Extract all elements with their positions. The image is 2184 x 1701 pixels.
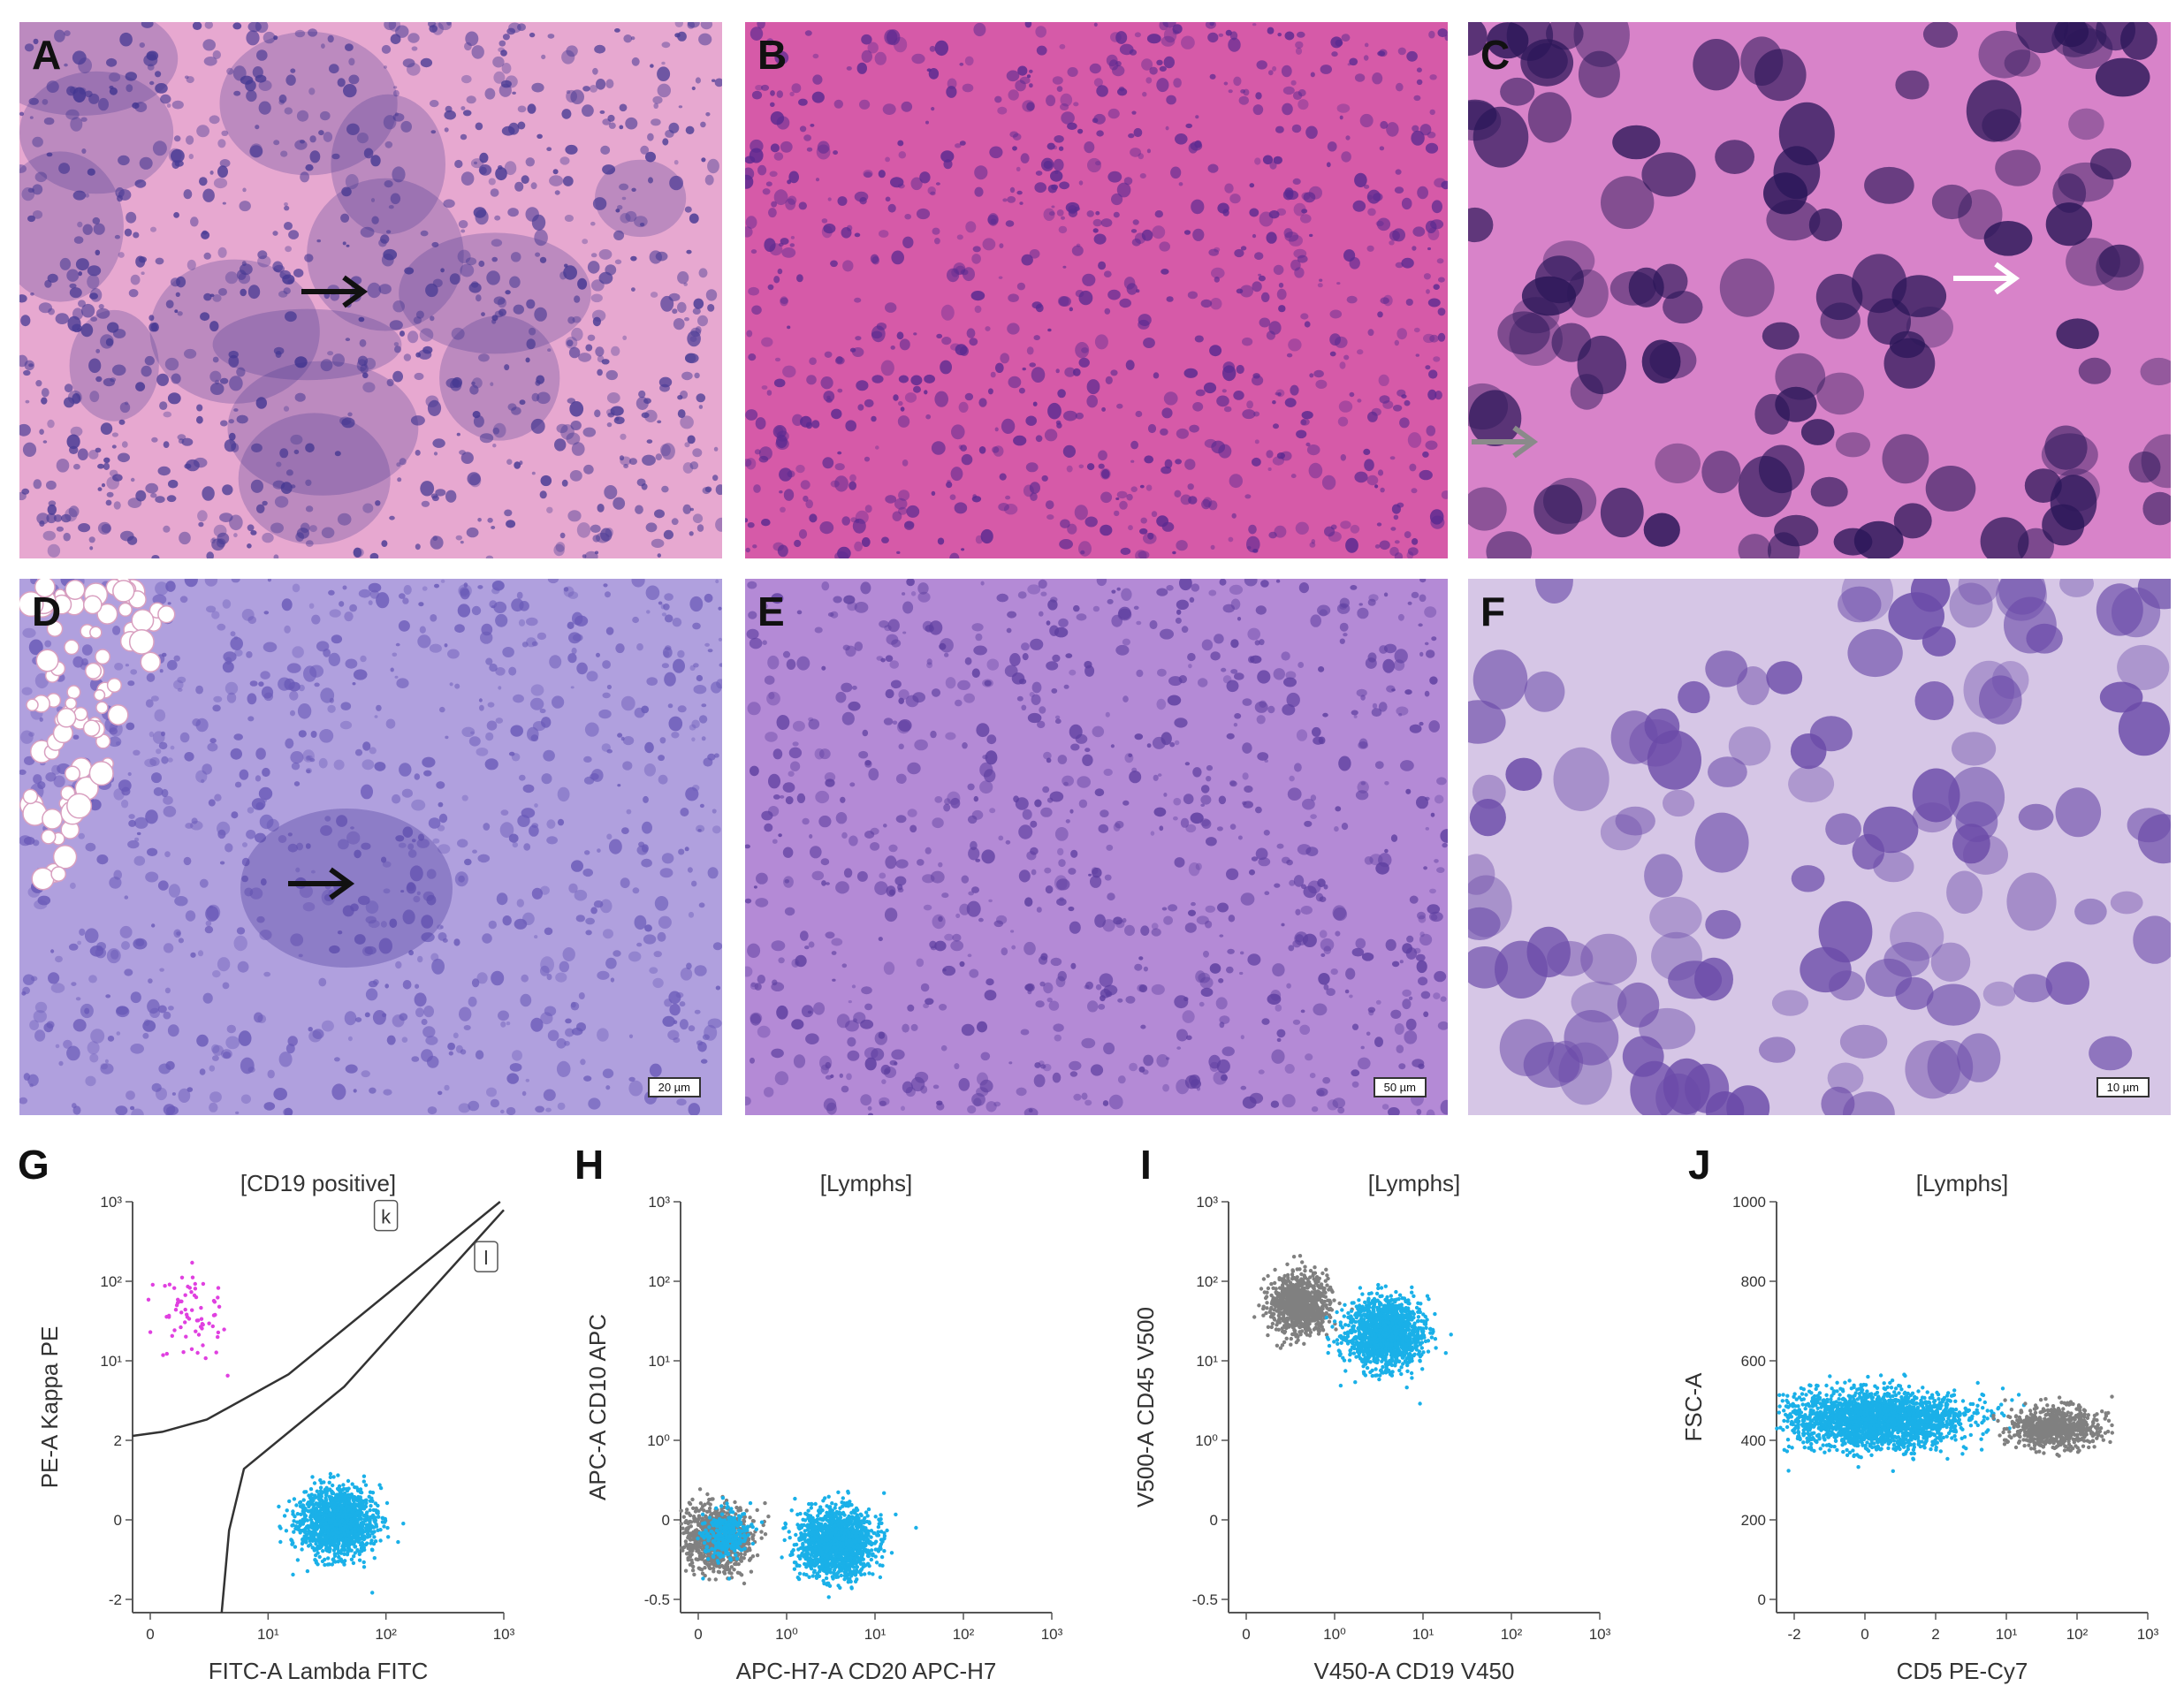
panel-label-d: D (32, 589, 62, 634)
y-tick-label: 400 (1741, 1432, 1766, 1449)
y-tick-label: 600 (1741, 1353, 1766, 1370)
flow-panel-h: H [Lymphs] 0 10⁰ 10¹ 10² 10³ -0.5 0 10⁰ 10¹ 10² 10³… (548, 1135, 1078, 1701)
micrograph-b (745, 22, 1448, 558)
x-tick-label: 2 (1931, 1626, 1939, 1643)
micrograph-f (1468, 579, 2171, 1115)
gate-label-box (373, 1199, 399, 1232)
y-tick-label: 1000 (1732, 1194, 1766, 1211)
scale-bar-e: 50 µm (1373, 1077, 1427, 1097)
micrograph-d (19, 579, 722, 1115)
micrograph-c (1468, 22, 2171, 558)
x-tick-label: 10³ (1041, 1626, 1063, 1643)
y-tick-label: 10¹ (100, 1353, 122, 1370)
y-tick-label: 10³ (100, 1194, 122, 1211)
y-tick-label: 0 (114, 1512, 122, 1529)
x-tick-label: 10² (953, 1626, 975, 1643)
arrow-black-icon (298, 274, 369, 309)
flow-panel-j: J [Lymphs] -2 0 2 10¹ 10² 10³ 0 200 400 600 800 1000… (1644, 1135, 2174, 1701)
panel-label-h: H (575, 1142, 605, 1188)
histology-panel-b: B (745, 22, 1448, 558)
micrograph-a (19, 22, 722, 558)
y-tick-label: 0 (1758, 1591, 1766, 1608)
x-tick-label: 10³ (1589, 1626, 1611, 1643)
scale-bar-f: 10 µm (2096, 1077, 2150, 1097)
y-axis-label: PE-A Kappa PE (36, 1326, 63, 1489)
flow-plot-i: [Lymphs] 0 10⁰ 10¹ 10² 10³ -0.5 0 10⁰ 10¹ 10² 10³ V4… (1132, 1170, 1611, 1684)
x-tick-label: 10¹ (1996, 1626, 2018, 1643)
x-tick-label: 10⁰ (775, 1626, 798, 1643)
gate-label: l (484, 1247, 489, 1269)
y-tick-label: 10⁰ (1195, 1432, 1218, 1449)
y-tick-label: 0 (1210, 1512, 1218, 1529)
panel-label-f: F (1480, 589, 1506, 634)
x-tick-label: -2 (1787, 1626, 1800, 1643)
x-tick-label: 10² (1501, 1626, 1523, 1643)
flow-panel-i: I [Lymphs] 0 10⁰ 10¹ 10² 10³ -0.5 0 10⁰ 10¹ 10² 10³… (1096, 1135, 1626, 1701)
gate-label: k (381, 1206, 392, 1228)
gate-label-box (474, 1241, 498, 1272)
y-axis-label: FSC-A (1680, 1372, 1707, 1442)
panel-label-g: G (18, 1142, 49, 1188)
arrow-gray-icon (1468, 424, 1539, 459)
y-tick-label: 800 (1741, 1273, 1766, 1290)
histology-panel-e: E 50 µm (745, 579, 1448, 1115)
panel-label-a: A (32, 32, 62, 78)
flow-plot-h: [Lymphs] 0 10⁰ 10¹ 10² 10³ -0.5 0 10⁰ 10¹ 10² 10³ AP… (584, 1170, 1063, 1684)
y-tick-label: 10¹ (1196, 1353, 1218, 1370)
flow-panel-g: G [CD19 positive] 0 10¹ 10² 10³ -2 0 2 10¹ 10² 10³… (0, 1135, 530, 1701)
scale-bar-d: 20 µm (647, 1077, 701, 1097)
x-tick-label: 10³ (2137, 1626, 2159, 1643)
x-tick-label: 10² (2066, 1626, 2089, 1643)
flow-plot-g: [CD19 positive] 0 10¹ 10² 10³ -2 0 2 10¹ 10² 10³ FI… (36, 1170, 515, 1684)
x-tick-label: 0 (1242, 1626, 1250, 1643)
y-tick-label: 10² (100, 1273, 122, 1290)
x-tick-label: 0 (694, 1626, 702, 1643)
y-tick-label: 10² (648, 1273, 670, 1290)
y-tick-label: 200 (1741, 1512, 1766, 1529)
plot-title: [Lymphs] (1916, 1170, 2009, 1196)
x-tick-label: 10¹ (864, 1626, 887, 1643)
x-tick-label: 0 (1861, 1626, 1868, 1643)
flow-plot-j: [Lymphs] -2 0 2 10¹ 10² 10³ 0 200 400 600 800 1000 CD… (1680, 1170, 2159, 1684)
panel-label-i: I (1140, 1142, 1152, 1188)
y-tick-label: 10³ (1196, 1194, 1218, 1211)
x-tick-label: 10¹ (257, 1626, 279, 1643)
arrow-black-icon (285, 866, 355, 901)
panel-label-c: C (1480, 32, 1511, 78)
panel-label-e: E (757, 589, 785, 634)
x-tick-label: 10² (375, 1626, 397, 1643)
y-axis-label: V500-A CD45 V500 (1132, 1307, 1159, 1507)
y-tick-label: 10¹ (648, 1353, 670, 1370)
histology-panel-d: D 20 µm (19, 579, 722, 1115)
arrow-white-icon (1950, 261, 2020, 296)
panel-label-b: B (757, 32, 788, 78)
x-tick-label: 0 (146, 1626, 154, 1643)
micrograph-e (745, 579, 1448, 1115)
histology-panel-a: A (19, 22, 722, 558)
y-tick-label: -0.5 (1192, 1591, 1218, 1608)
plot-title: [Lymphs] (1368, 1170, 1461, 1196)
y-axis-label: APC-A CD10 APC (584, 1314, 611, 1500)
y-tick-label: -2 (109, 1591, 122, 1608)
x-tick-label: 10¹ (1412, 1626, 1434, 1643)
x-axis-label: V450-A CD19 V450 (1314, 1658, 1515, 1684)
y-tick-label: 10³ (648, 1194, 670, 1211)
y-tick-label: -0.5 (644, 1591, 670, 1608)
x-axis-label: FITC-A Lambda FITC (209, 1658, 429, 1684)
y-tick-label: 0 (662, 1512, 670, 1529)
histology-panel-f: F 10 µm (1468, 579, 2171, 1115)
x-axis-label: APC-H7-A CD20 APC-H7 (736, 1658, 997, 1684)
x-tick-label: 10³ (493, 1626, 515, 1643)
x-axis-label: CD5 PE-Cy7 (1897, 1658, 2028, 1684)
plot-title: [Lymphs] (820, 1170, 913, 1196)
histology-panel-c: C (1468, 22, 2171, 558)
y-tick-label: 10⁰ (647, 1432, 670, 1449)
y-tick-label: 10² (1196, 1273, 1218, 1290)
y-tick-label: 2 (114, 1432, 122, 1449)
panel-label-j: J (1688, 1142, 1711, 1188)
plot-title: [CD19 positive] (240, 1170, 396, 1196)
x-tick-label: 10⁰ (1323, 1626, 1346, 1643)
